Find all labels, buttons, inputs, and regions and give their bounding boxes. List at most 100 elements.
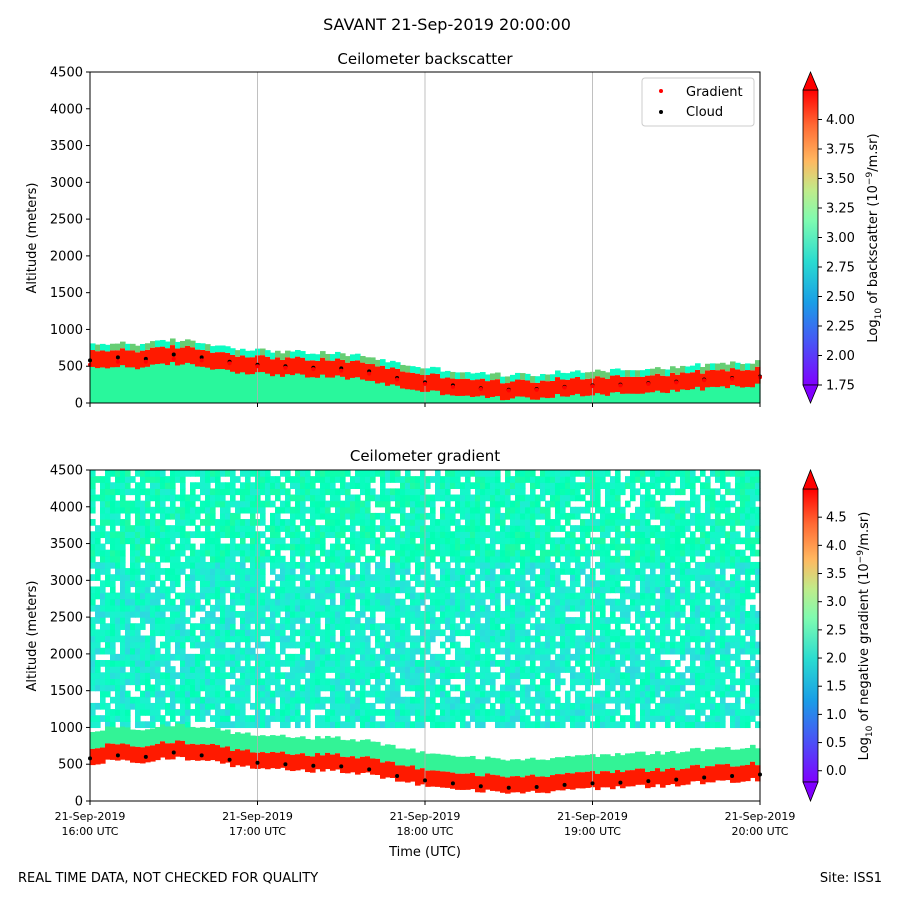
heatmap-cell [375,500,381,508]
heatmap-cell [150,482,156,489]
heatmap-cell [415,525,421,532]
heatmap-cell [605,543,611,551]
heatmap-cell [325,525,331,532]
heatmap-cell [175,635,181,643]
heatmap-cell [455,660,461,667]
heatmap-cell [535,574,541,581]
heatmap-cell [320,610,326,618]
heatmap-cell [420,592,426,600]
heatmap-cell [265,736,271,754]
heatmap-cell [235,598,241,606]
heatmap-cell [350,494,356,502]
heatmap-cell [490,653,496,661]
heatmap-cell [645,488,651,496]
heatmap-cell [300,506,306,514]
heatmap-cell [320,684,326,692]
heatmap-cell [505,525,511,532]
heatmap-cell [295,512,301,520]
heatmap-cell [580,525,586,532]
heatmap-cell [370,555,376,563]
heatmap-cell [285,531,291,539]
heatmap-cell [215,690,221,698]
heatmap-cell [325,721,331,729]
heatmap-cell [215,488,221,496]
heatmap-cell [560,580,566,588]
heatmap-cell [345,696,351,704]
y-tick-label: 2000 [50,249,83,264]
heatmap-cell [325,752,331,770]
heatmap-cell [285,617,291,624]
heatmap-cell [295,531,301,539]
heatmap-cell [515,549,521,557]
heatmap-cell [135,574,141,581]
heatmap-cell [170,500,176,508]
heatmap-cell [510,666,516,673]
heatmap-cell [670,767,676,785]
heatmap-cell [580,470,586,477]
heatmap-cell [235,476,241,483]
heatmap-cell [465,494,471,502]
heatmap-cell [155,684,161,692]
heatmap-cell [555,389,561,403]
heatmap-cell [380,672,386,680]
heatmap-cell [110,715,116,722]
heatmap-cell [475,372,481,380]
heatmap-cell [130,635,136,643]
heatmap-cell [405,555,411,563]
heatmap-cell [405,604,411,612]
heatmap-cell [455,604,461,612]
heatmap-cell [260,561,266,569]
heatmap-cell [165,660,171,667]
heatmap-cell [445,543,451,551]
heatmap-cell [650,531,656,539]
heatmap-cell [245,653,251,661]
heatmap-cell [285,610,291,618]
heatmap-cell [605,653,611,661]
heatmap-cell [295,660,301,667]
heatmap-cell [145,555,151,563]
heatmap-cell [505,376,511,384]
heatmap-cell [440,531,446,539]
heatmap-cell [390,744,396,762]
heatmap-cell [450,531,456,539]
heatmap-cell [210,610,216,618]
heatmap-cell [310,494,316,502]
heatmap-cell [450,772,456,789]
heatmap-cell [665,598,671,606]
heatmap-cell [270,488,276,496]
heatmap-cell [360,684,366,692]
heatmap-cell [600,709,606,716]
heatmap-cell [430,660,436,667]
heatmap-cell [405,568,411,575]
heatmap-cell [485,647,491,655]
heatmap-cell [335,641,341,649]
colorbar-tick-label: 2.50 [826,290,855,305]
heatmap-cell [525,758,531,776]
heatmap-cell [205,519,211,526]
heatmap-cell [215,647,221,655]
heatmap-cell [245,598,251,606]
heatmap-cell [100,672,106,680]
heatmap-cell [295,369,301,403]
heatmap-cell [160,641,166,649]
heatmap-cell [265,653,271,661]
heatmap-cell [630,709,636,716]
heatmap-cell [505,555,511,563]
heatmap-cell [655,653,661,661]
heatmap-cell [545,777,551,794]
heatmap-cell [455,684,461,692]
heatmap-cell [200,660,206,667]
heatmap-cell [115,549,121,557]
heatmap-cell [685,751,691,769]
heatmap-cell [690,543,696,551]
heatmap-cell [555,488,561,496]
heatmap-cell [230,367,236,403]
heatmap-cell [245,610,251,618]
heatmap-cell [350,623,356,630]
heatmap-cell [370,598,376,606]
heatmap-cell [645,561,651,569]
heatmap-cell [575,574,581,581]
heatmap-cell [595,519,601,526]
heatmap-cell [105,743,111,760]
heatmap-cell [595,678,601,686]
